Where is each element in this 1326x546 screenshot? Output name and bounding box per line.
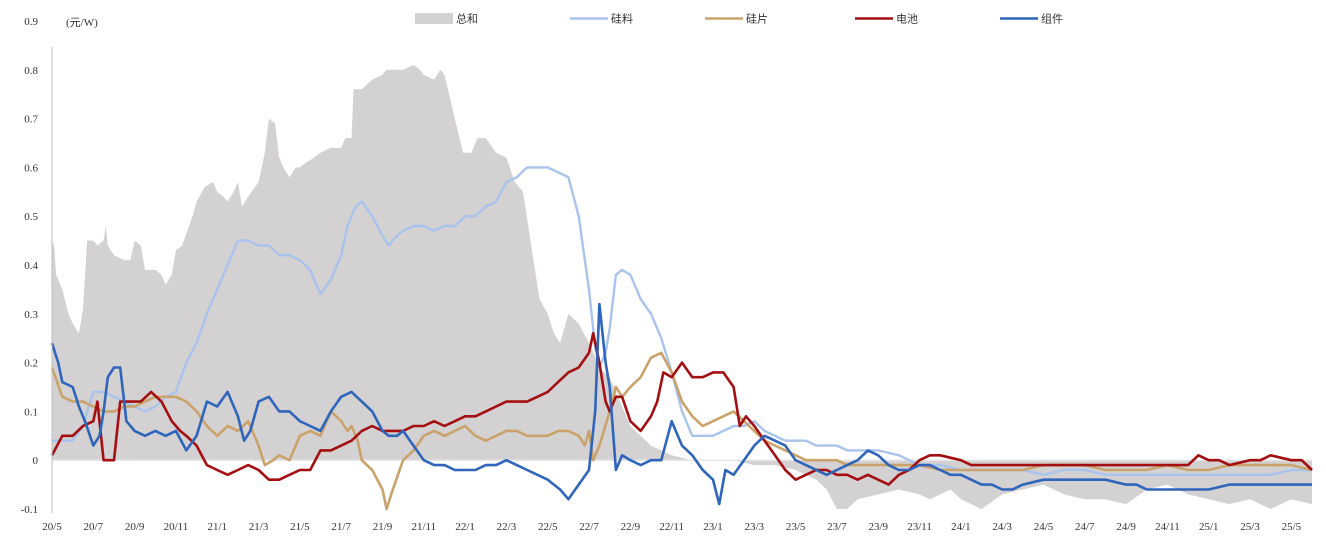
x-tick-label: 21/7	[331, 521, 351, 533]
x-tick-label: 25/3	[1240, 521, 1260, 533]
legend-label: 硅片	[746, 13, 768, 26]
series-line-module	[50, 302, 1312, 506]
legend-label: 电池	[896, 13, 918, 26]
x-tick-label: 24/7	[1075, 521, 1095, 533]
total-area-layer	[52, 64, 1312, 510]
x-tick-label: 24/9	[1116, 521, 1136, 533]
x-tick-label: 22/11	[659, 521, 684, 533]
x-tick-label: 24/3	[992, 521, 1012, 533]
y-tick-label: 0.3	[24, 309, 38, 321]
y-tick-label: 0.6	[24, 162, 38, 174]
x-tick-label: 25/5	[1282, 521, 1302, 533]
y-axis-ticks: 0.9 0.8 0.7 0.6 0.5 0.4 0.3 0.2 0.1 0 -0.1	[21, 16, 39, 516]
x-tick-label: 22/5	[538, 521, 558, 533]
x-tick-label: 21/9	[373, 521, 393, 533]
legend-item-module: 组件	[1000, 12, 1063, 26]
x-tick-label: 22/1	[455, 521, 475, 533]
x-axis-ticks: 20/5 20/7 20/9 20/11 21/1 21/3 21/5 21/7 21/9 21/…	[42, 521, 1301, 533]
y-tick-label: 0.4	[24, 260, 38, 272]
y-tick-label: 0.2	[24, 358, 38, 370]
x-tick-label: 21/1	[207, 521, 227, 533]
legend-swatch	[415, 13, 453, 24]
x-tick-label: 20/11	[164, 521, 189, 533]
x-tick-label: 20/5	[42, 521, 62, 533]
x-tick-label: 23/5	[786, 521, 806, 533]
legend-label: 硅料	[611, 12, 633, 26]
x-tick-label: 20/7	[84, 521, 104, 533]
unit-label: (元/W)	[66, 17, 98, 29]
series-lines	[50, 166, 1313, 511]
x-tick-label: 22/9	[621, 521, 641, 533]
x-tick-label: 21/5	[290, 521, 310, 533]
y-tick-label: 0.9	[24, 16, 38, 28]
series-line-silicon_material	[52, 166, 1312, 476]
x-tick-label: 23/3	[745, 521, 765, 533]
x-tick-label: 24/5	[1034, 521, 1054, 533]
legend-item-total: 总和	[415, 12, 478, 26]
y-tick-label: 0	[33, 455, 39, 467]
series-line-wafer	[50, 351, 1313, 511]
legend-label: 组件	[1041, 12, 1063, 26]
y-tick-label: -0.1	[21, 504, 38, 516]
series-area-total	[52, 64, 1312, 510]
y-tick-label: 0.8	[24, 65, 38, 77]
x-tick-label: 24/11	[1155, 521, 1180, 533]
x-tick-label: 23/7	[827, 521, 847, 533]
x-tick-label: 23/1	[703, 521, 723, 533]
x-tick-label: 22/7	[579, 521, 599, 533]
x-tick-label: 23/9	[868, 521, 888, 533]
x-tick-label: 24/1	[951, 521, 971, 533]
legend-item-wafer: 硅片	[705, 13, 768, 26]
x-tick-label: 25/1	[1199, 521, 1219, 533]
x-tick-label: 21/11	[411, 521, 436, 533]
legend-item-cell: 电池	[855, 13, 918, 26]
legend-label: 总和	[456, 12, 478, 26]
legend-item-silicon_material: 硅料	[570, 12, 633, 26]
series-line-cell	[50, 331, 1313, 486]
y-tick-label: 0.1	[24, 406, 38, 418]
x-tick-label: 21/3	[249, 521, 269, 533]
y-tick-label: 0.5	[24, 211, 38, 223]
x-tick-label: 20/9	[125, 521, 145, 533]
y-tick-label: 0.7	[24, 114, 38, 126]
x-tick-label: 23/11	[907, 521, 932, 533]
legend: 总和 硅料 硅片 电池 组件	[415, 12, 1063, 26]
x-tick-label: 22/3	[497, 521, 517, 533]
